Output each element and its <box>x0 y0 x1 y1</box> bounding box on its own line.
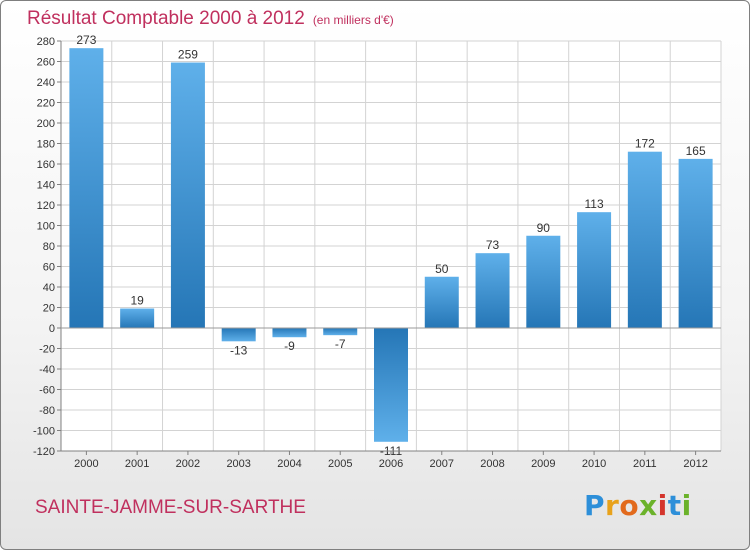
y-tick-label: 120 <box>37 200 55 212</box>
bar-2008 <box>475 253 510 328</box>
bar-2003 <box>221 328 256 342</box>
y-tick-label: 20 <box>43 303 55 315</box>
y-tick-label: 0 <box>49 323 55 335</box>
bar-2010 <box>577 212 612 328</box>
bar-2002 <box>170 62 205 329</box>
data-label: 73 <box>486 238 500 252</box>
y-tick-label: -20 <box>39 344 55 356</box>
x-tick-label: 2008 <box>480 458 504 470</box>
data-label: 273 <box>76 33 96 47</box>
data-label: 259 <box>178 48 198 62</box>
y-tick-label: -100 <box>33 426 55 438</box>
logo-letter: x <box>639 489 658 522</box>
logo-letter: i <box>681 489 692 522</box>
y-tick-label: -60 <box>39 385 55 397</box>
data-label: 50 <box>435 262 449 276</box>
y-tick-label: 240 <box>37 77 55 89</box>
commune-name: SAINTE-JAMME-SUR-SARTHE <box>35 497 306 518</box>
y-tick-label: 140 <box>37 180 55 192</box>
data-label: 172 <box>635 137 655 151</box>
logo-letter: i <box>657 489 668 522</box>
bar-2007 <box>424 276 459 328</box>
bar-2000 <box>69 48 104 329</box>
logo-letter: r <box>605 489 620 522</box>
y-tick-label: -40 <box>39 364 55 376</box>
x-tick-label: 2010 <box>582 458 606 470</box>
data-label: 90 <box>537 221 551 235</box>
y-tick-label: 40 <box>43 282 55 294</box>
bar-2001 <box>120 308 155 328</box>
x-tick-label: 2001 <box>125 458 149 470</box>
bar-2011 <box>627 151 662 328</box>
y-tick-label: 180 <box>37 139 55 151</box>
x-tick-label: 2000 <box>74 458 98 470</box>
chart-title: Résultat Comptable 2000 à 2012 (en millie… <box>27 8 394 30</box>
x-tick-label: 2002 <box>176 458 200 470</box>
data-label: -9 <box>284 339 295 353</box>
logo-letter: t <box>667 489 682 522</box>
y-tick-label: 260 <box>37 57 55 69</box>
y-tick-label: 100 <box>37 221 55 233</box>
x-tick-label: 2006 <box>379 458 403 470</box>
y-tick-label: -120 <box>33 446 55 458</box>
y-tick-label: 160 <box>37 159 55 171</box>
data-label: -7 <box>335 337 346 351</box>
y-tick-label: 200 <box>37 118 55 130</box>
y-tick-label: 220 <box>37 98 55 110</box>
logo-letter: P <box>584 489 606 522</box>
bar-2006 <box>374 328 408 442</box>
data-label: -13 <box>230 343 248 357</box>
y-tick-label: 80 <box>43 241 55 253</box>
bar-2005 <box>323 328 358 336</box>
proxiti-logo: Proxiti <box>584 489 692 522</box>
x-tick-label: 2007 <box>430 458 454 470</box>
logo-letter: o <box>619 489 640 522</box>
bar-2009 <box>526 235 561 328</box>
y-tick-label: 280 <box>37 36 55 48</box>
bar-2012 <box>678 158 713 328</box>
data-label: 165 <box>686 144 706 158</box>
y-tick-label: -80 <box>39 405 55 417</box>
x-tick-label: 2004 <box>277 458 301 470</box>
x-tick-label: 2009 <box>531 458 555 470</box>
data-label: 19 <box>130 294 144 308</box>
x-tick-label: 2005 <box>328 458 352 470</box>
x-tick-label: 2011 <box>633 458 657 470</box>
x-tick-label: 2012 <box>683 458 707 470</box>
data-label: 113 <box>585 197 604 211</box>
x-tick-label: 2003 <box>226 458 250 470</box>
chart-title-text: Résultat Comptable 2000 à 2012 <box>27 8 305 29</box>
chart-subtitle: (en milliers d'€) <box>312 13 394 27</box>
y-tick-label: 60 <box>43 262 55 274</box>
bar-2004 <box>272 328 307 338</box>
